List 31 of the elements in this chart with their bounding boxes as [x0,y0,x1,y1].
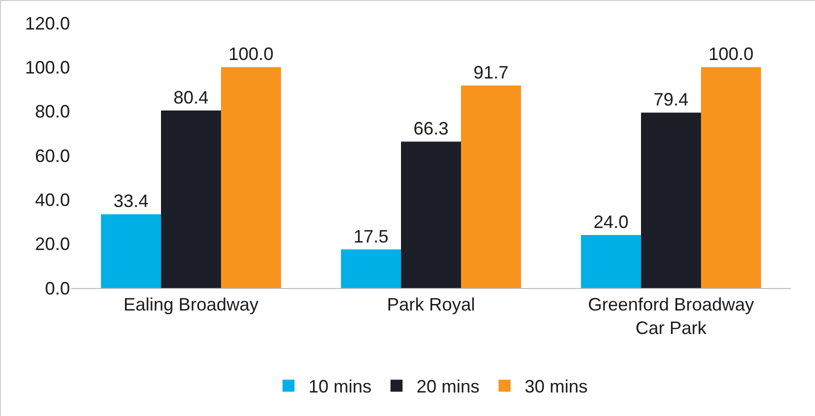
bar [641,112,701,288]
y-tick-label: 0.0 [44,278,70,298]
data-label: 79.4 [653,90,689,110]
y-tick-label: 80.0 [34,102,70,122]
data-label: 17.5 [353,226,389,246]
y-tick-label: 60.0 [34,146,70,166]
data-label: 66.3 [413,118,449,139]
x-tick-label: Ealing Broadway [123,294,259,315]
y-tick-label: 120.0 [24,13,70,34]
bar [341,249,401,288]
data-label: 33.4 [113,191,149,212]
x-tick-label: Park Royal [386,294,476,315]
x-tick-label: Greenford Broadway Car Park [588,294,754,338]
legend-label: 30 mins [524,376,588,397]
data-label: 24.0 [593,212,629,232]
y-tick-label: 40.0 [34,190,70,210]
bar [161,110,221,288]
bar [101,214,161,288]
y-tick-label: 20.0 [34,234,70,254]
legend-label: 10 mins [308,376,372,397]
y-tick-label: 100.0 [24,57,70,78]
bar [461,86,521,288]
data-label: 100.0 [708,44,754,64]
data-label: 80.4 [173,87,209,108]
legend-label: 20 mins [416,376,480,397]
data-label: 100.0 [228,44,274,64]
data-label: 91.7 [473,62,509,82]
bar [401,142,461,288]
bar [701,67,761,288]
bar [221,67,281,288]
bar [581,235,641,288]
